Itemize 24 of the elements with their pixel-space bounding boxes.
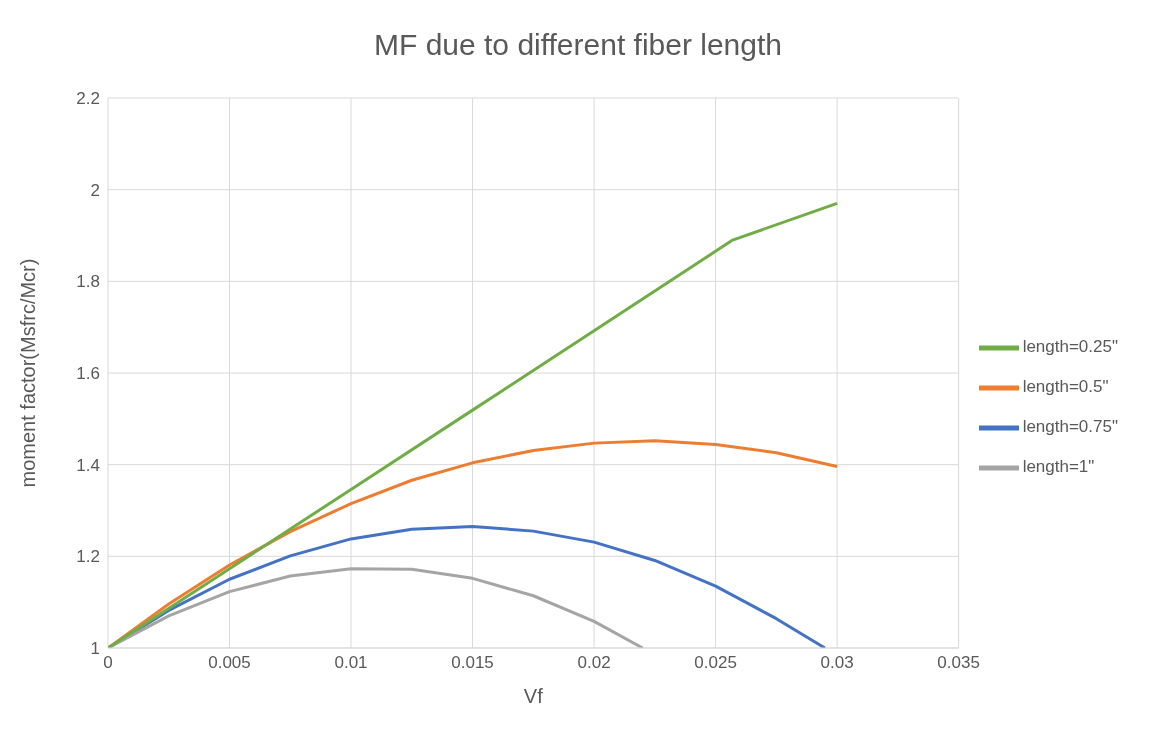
x-tick-label: 0.005 [208, 653, 251, 673]
y-tick-label: 1.4 [76, 455, 100, 475]
x-axis-title: Vf [523, 685, 544, 707]
chart-title: MF due to different fiber length [373, 27, 783, 63]
line-series [108, 201, 839, 648]
y-tick-label: 1 [90, 639, 100, 659]
legend-label: length=0.5" [1022, 377, 1109, 397]
y-tick-label: 2 [90, 180, 100, 200]
x-tick-label: 0 [103, 653, 113, 673]
legend-label: length=0.25" [1022, 337, 1118, 357]
x-tick-label: 0.025 [694, 653, 737, 673]
legend-label: length=1" [1022, 457, 1095, 477]
y-axis-title: moment factor(Msfrc/Mcr) [17, 258, 40, 488]
y-tick-label: 1.8 [76, 272, 100, 292]
x-tick-label: 0.015 [451, 653, 494, 673]
y-tick-label: 2.2 [76, 89, 100, 109]
x-tick-label: 0.03 [820, 653, 854, 673]
line-series [108, 439, 839, 648]
x-tick-label: 0.035 [937, 653, 980, 673]
y-tick-label: 1.2 [76, 547, 100, 567]
y-tick-label: 1.6 [76, 364, 100, 384]
legend-label: length=0.75" [1022, 417, 1118, 437]
x-tick-label: 0.01 [334, 653, 368, 673]
x-tick-label: 0.02 [577, 653, 611, 673]
